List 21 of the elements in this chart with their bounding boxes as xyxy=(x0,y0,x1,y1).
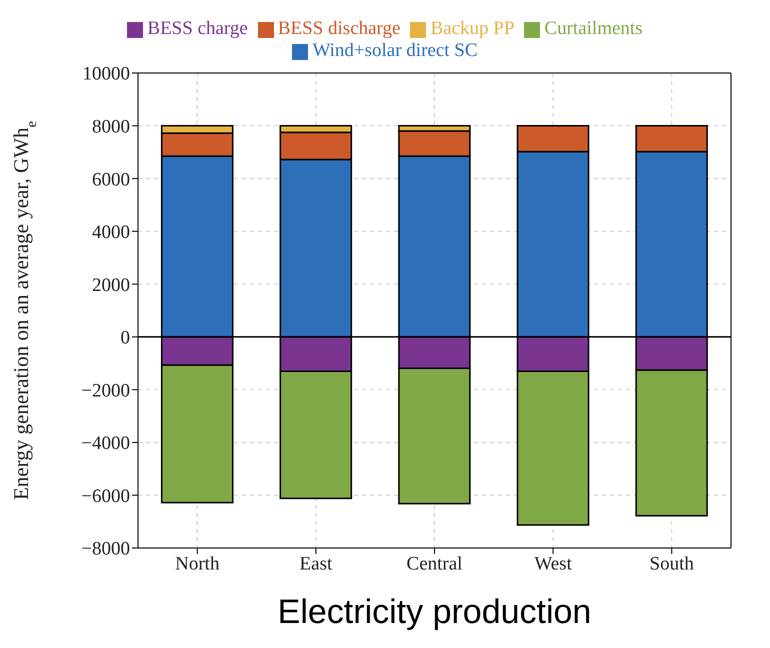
legend-label: Backup PP xyxy=(430,18,514,39)
y-tick-label: −6000 xyxy=(81,486,130,507)
x-tick-label: North xyxy=(175,553,220,574)
y-tick-label: 10000 xyxy=(82,64,130,85)
x-axis-title: Electricity production xyxy=(278,593,592,631)
legend-label: BESS charge xyxy=(147,18,248,39)
y-tick-label: −2000 xyxy=(81,380,130,402)
x-tick-label: South xyxy=(650,553,694,574)
y-tick-label: 2000 xyxy=(92,274,130,296)
x-tick-label: East xyxy=(300,553,333,574)
y-tick-label: 8000 xyxy=(92,116,130,138)
legend-label: Curtailments xyxy=(544,18,643,39)
legend-label: BESS discharge xyxy=(278,18,400,39)
x-tick-label: Central xyxy=(406,553,462,574)
y-tick-label: 4000 xyxy=(92,222,130,244)
y-tick-label: −8000 xyxy=(81,538,130,560)
y-tick-label: −4000 xyxy=(81,433,130,454)
y-tick-label: 0 xyxy=(120,328,130,349)
y-tick-label: 6000 xyxy=(92,169,130,190)
legend-label: Wind+solar direct SC xyxy=(312,40,478,61)
x-tick-label: West xyxy=(534,553,573,574)
